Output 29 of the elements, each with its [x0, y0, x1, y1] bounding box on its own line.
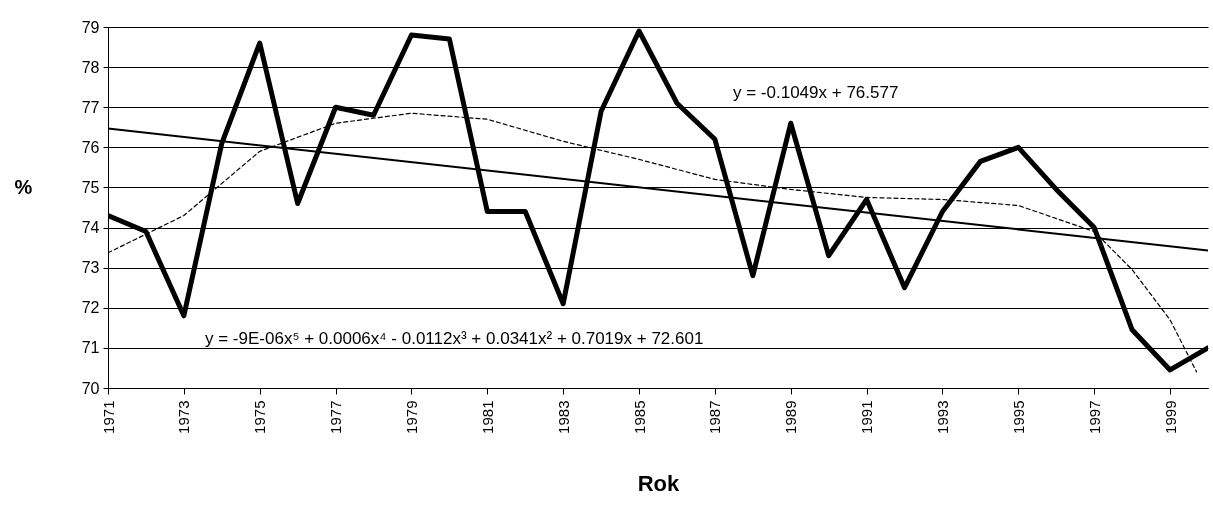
x-tick-label: 1999	[1161, 400, 1179, 434]
x-tick-label: 1979	[402, 400, 420, 434]
x-tick-label: 1993	[933, 400, 951, 434]
x-tick-label: 1977	[327, 400, 345, 434]
y-tick-label: 74	[81, 219, 100, 237]
x-tick-label: 1981	[478, 400, 496, 434]
x-axis-title: Rok	[637, 470, 681, 496]
y-tick-label: 73	[81, 259, 100, 277]
y-tick-label: 77	[81, 98, 100, 116]
x-tick-label: 1987	[706, 400, 724, 434]
y-tick-label: 71	[81, 339, 100, 357]
y-tick-label: 70	[81, 379, 100, 397]
y-tick-label: 78	[81, 58, 100, 76]
x-tick-label: 1985	[630, 400, 648, 434]
y-tick-label: 72	[81, 299, 100, 317]
annotation: y = -0.1049x + 76.577	[733, 83, 899, 102]
x-tick-label: 1971	[99, 400, 117, 434]
y-axis-title: %	[14, 175, 33, 198]
annotation: y = -9E-06x⁵ + 0.0006x⁴ - 0.0112x³ + 0.0341x² + 0.7019x + 72.601	[205, 329, 704, 348]
x-tick-label: 1975	[251, 400, 269, 434]
y-tick-label: 76	[81, 138, 100, 156]
x-tick-label: 1995	[1009, 400, 1027, 434]
x-tick-label: 1989	[782, 400, 800, 434]
y-tick-label: 75	[81, 178, 100, 196]
x-tick-label: 1973	[175, 400, 193, 434]
y-tick-label: 79	[81, 18, 100, 36]
x-tick-label: 1997	[1085, 400, 1103, 434]
x-tick-label: 1983	[554, 400, 572, 434]
x-tick-label: 1991	[858, 400, 876, 434]
